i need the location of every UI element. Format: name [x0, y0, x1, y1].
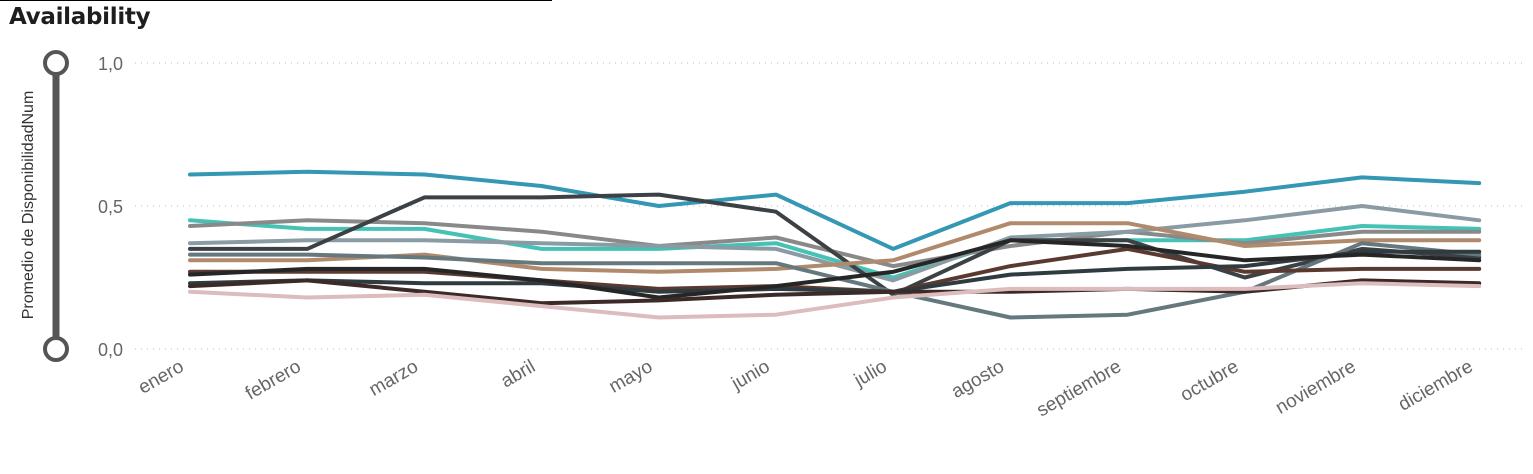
gridlines	[135, 62, 1525, 350]
x-tick-label: octubre	[1177, 356, 1242, 406]
chart-title: Availability	[9, 4, 151, 30]
x-tick-label: junio	[727, 356, 773, 395]
y-tick-label: 0,5	[98, 197, 123, 217]
x-tick-label: abril	[498, 356, 540, 392]
series-lines	[188, 169, 1482, 320]
slider-handle-max[interactable]	[43, 50, 69, 76]
x-tick-label: julio	[850, 356, 891, 392]
x-tick-label: mayo	[606, 356, 657, 397]
y-tick-label: 1,0	[98, 54, 123, 74]
x-tick-label: noviembre	[1272, 356, 1359, 419]
x-axis: enero febrero marzo abril mayo junio julio agos…	[135, 356, 1477, 421]
x-tick-label: diciembre	[1395, 356, 1477, 415]
slider-handle-min[interactable]	[43, 336, 69, 362]
series-line	[188, 238, 1482, 300]
series-line	[188, 218, 1482, 280]
y-axis: Promedio de DisponibilidadNum 0,0 0,5 1,0	[20, 54, 123, 360]
x-tick-label: marzo	[366, 356, 422, 401]
series-line	[188, 249, 1482, 294]
y-axis-range-slider[interactable]	[43, 50, 69, 362]
y-tick-label: 0,0	[98, 340, 123, 360]
series-line	[188, 281, 1482, 320]
series-line	[188, 169, 1482, 251]
y-axis-label: Promedio de DisponibilidadNum	[20, 91, 37, 320]
x-tick-label: septiembre	[1033, 356, 1125, 421]
title-divider	[0, 0, 552, 1]
x-tick-label: febrero	[242, 356, 305, 404]
x-tick-label: agosto	[948, 356, 1008, 403]
x-tick-label: enero	[135, 356, 188, 398]
